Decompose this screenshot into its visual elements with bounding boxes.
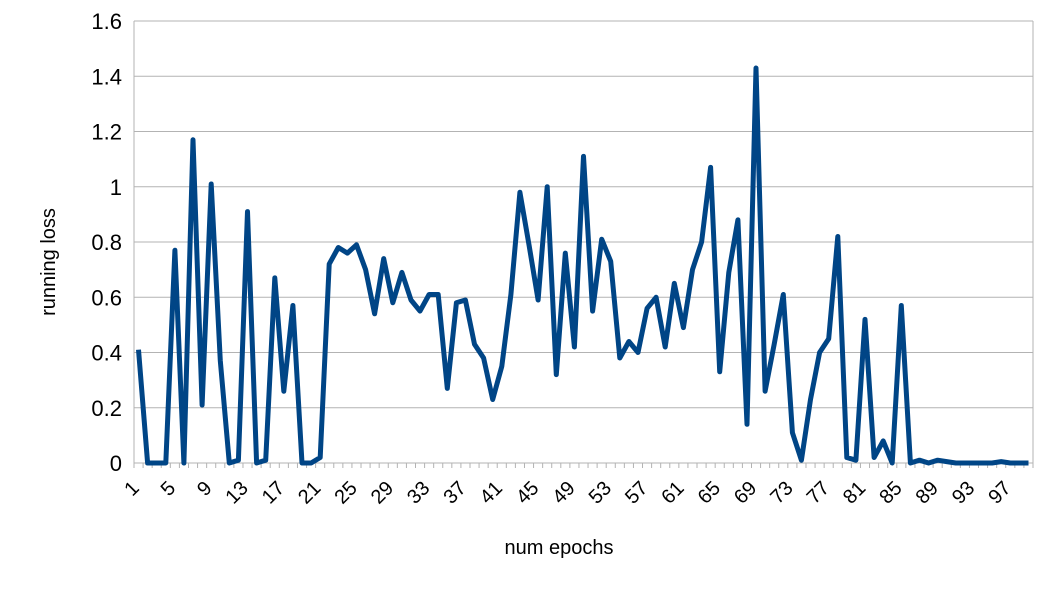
y-tick-label: 0.8 xyxy=(91,230,122,255)
x-axis-ticks: 1 5 9 13 17 21 25 29 33 37 41 45 49 53 57 61 65 69 73 77 81 8… xyxy=(120,477,1015,508)
y-tick-label: 1 xyxy=(110,175,122,200)
x-tick-label: 37 xyxy=(439,477,470,508)
series-line xyxy=(136,65,1029,466)
x-tick-label: 69 xyxy=(730,477,761,508)
x-tick-label: 49 xyxy=(548,477,579,508)
x-tick-label: 57 xyxy=(621,477,652,508)
x-tick-label: 33 xyxy=(403,477,434,508)
y-tick-label: 0.6 xyxy=(91,285,122,310)
x-tick-label: 45 xyxy=(512,477,543,508)
x-tick-label: 89 xyxy=(912,477,943,508)
x-tick-label: 85 xyxy=(875,477,906,508)
y-axis-ticks: 0 0.2 0.4 0.6 0.8 1 1.2 1.4 1.6 xyxy=(91,9,122,476)
x-tick-label: 21 xyxy=(294,477,325,508)
x-tick-label: 25 xyxy=(330,477,361,508)
y-axis-title: running loss xyxy=(38,208,60,316)
x-tick-label: 41 xyxy=(476,477,507,508)
x-tick-label: 61 xyxy=(657,477,688,508)
x-tick-label: 13 xyxy=(222,477,253,508)
x-tick-label: 29 xyxy=(367,477,398,508)
y-tick-label: 1.6 xyxy=(91,9,122,34)
x-tick-label: 9 xyxy=(193,477,216,500)
x-tick-label: 65 xyxy=(694,477,725,508)
x-tick-label: 5 xyxy=(157,477,180,500)
x-tick-label: 17 xyxy=(258,477,289,508)
y-tick-label: 0 xyxy=(110,451,122,476)
x-tick-label: 97 xyxy=(984,477,1015,508)
x-axis-title: num epochs xyxy=(505,537,614,559)
x-tick-label: 77 xyxy=(803,477,834,508)
y-tick-label: 1.4 xyxy=(91,64,122,89)
y-tick-label: 0.4 xyxy=(91,341,122,366)
x-tick-label: 73 xyxy=(766,477,797,508)
x-tick-label: 93 xyxy=(948,477,979,508)
y-tick-label: 0.2 xyxy=(91,396,122,421)
x-tick-label: 1 xyxy=(120,477,143,500)
plot-area xyxy=(136,65,1029,466)
y-tick-label: 1.2 xyxy=(91,120,122,145)
x-tick-label: 81 xyxy=(839,477,870,508)
x-tick-label: 53 xyxy=(585,477,616,508)
